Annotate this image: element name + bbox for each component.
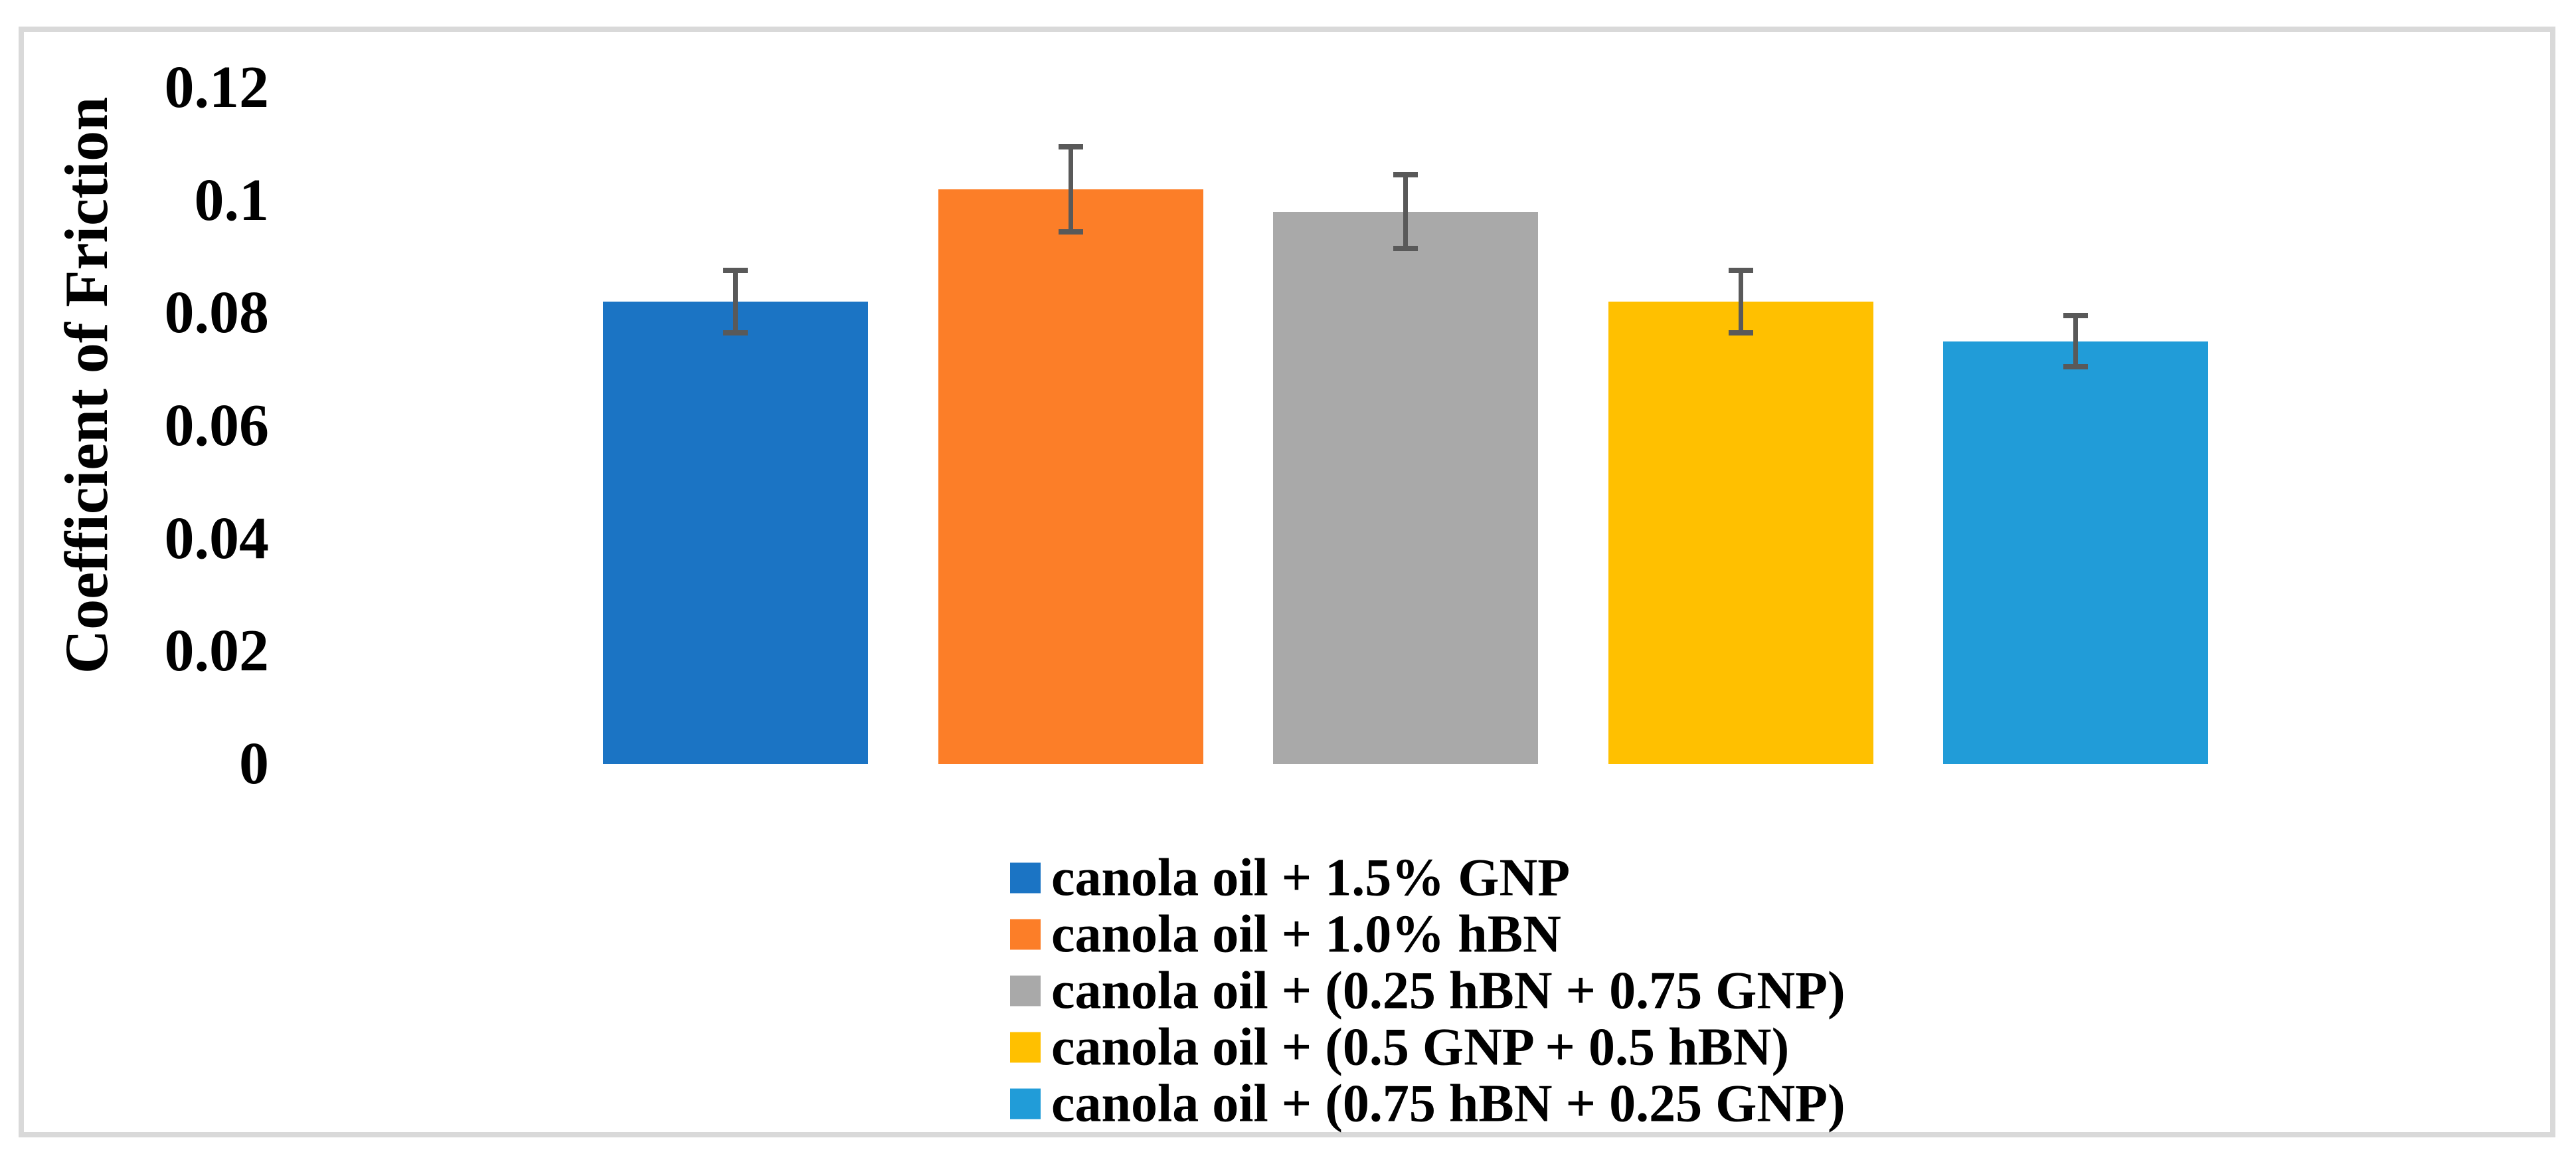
error-bar-stem <box>1069 144 1073 235</box>
y-tick-label: 0.02 <box>164 618 270 684</box>
legend-label: canola oil + 1.0% hBN <box>1051 905 1561 963</box>
error-bar-stem <box>1403 172 1408 251</box>
legend-swatch <box>1010 975 1041 1006</box>
legend-label: canola oil + (0.25 hBN + 0.75 GNP) <box>1051 961 1846 1020</box>
error-bar-cap-bottom <box>1729 330 1753 335</box>
legend-swatch <box>1010 1032 1041 1062</box>
legend-item: canola oil + (0.25 hBN + 0.75 GNP) <box>1010 963 1846 1019</box>
legend-swatch <box>1010 919 1041 949</box>
legend-item: canola oil + 1.5% GNP <box>1010 850 1570 906</box>
bar <box>603 302 868 764</box>
error-bar <box>1059 144 1083 235</box>
bar <box>1943 341 2208 764</box>
legend-swatch <box>1010 862 1041 893</box>
y-tick-label: 0.04 <box>164 505 270 571</box>
error-bar-stem <box>2073 313 2078 369</box>
figure-border <box>19 27 2555 1137</box>
error-bar-stem <box>733 268 738 335</box>
error-bar-cap-bottom <box>723 330 748 335</box>
error-bar <box>1729 268 1753 335</box>
legend-label: canola oil + (0.5 GNP + 0.5 hBN) <box>1051 1018 1790 1076</box>
error-bar-cap-bottom <box>1393 246 1418 251</box>
y-tick-label: 0 <box>239 731 269 797</box>
bar <box>938 189 1203 764</box>
legend-item: canola oil + 1.0% hBN <box>1010 906 1561 963</box>
legend-label: canola oil + (0.75 hBN + 0.25 GNP) <box>1051 1074 1846 1133</box>
bar <box>1273 212 1538 764</box>
error-bar <box>1393 172 1418 251</box>
y-tick-label: 0.08 <box>164 280 270 346</box>
error-bar-stem <box>1739 268 1743 335</box>
y-tick-label: 0.06 <box>164 393 270 458</box>
legend-item: canola oil + (0.5 GNP + 0.5 hBN) <box>1010 1019 1789 1076</box>
error-bar-cap-bottom <box>1059 229 1083 235</box>
legend-item: canola oil + (0.75 hBN + 0.25 GNP) <box>1010 1076 1846 1132</box>
legend-swatch <box>1010 1088 1041 1119</box>
error-bar-cap-bottom <box>2063 364 2088 369</box>
error-bar <box>2063 313 2088 369</box>
y-tick-label: 0.12 <box>164 54 270 120</box>
bar <box>1608 302 1873 764</box>
y-tick-label: 0.1 <box>194 167 270 233</box>
legend-label: canola oil + 1.5% GNP <box>1051 848 1571 907</box>
error-bar <box>723 268 748 335</box>
